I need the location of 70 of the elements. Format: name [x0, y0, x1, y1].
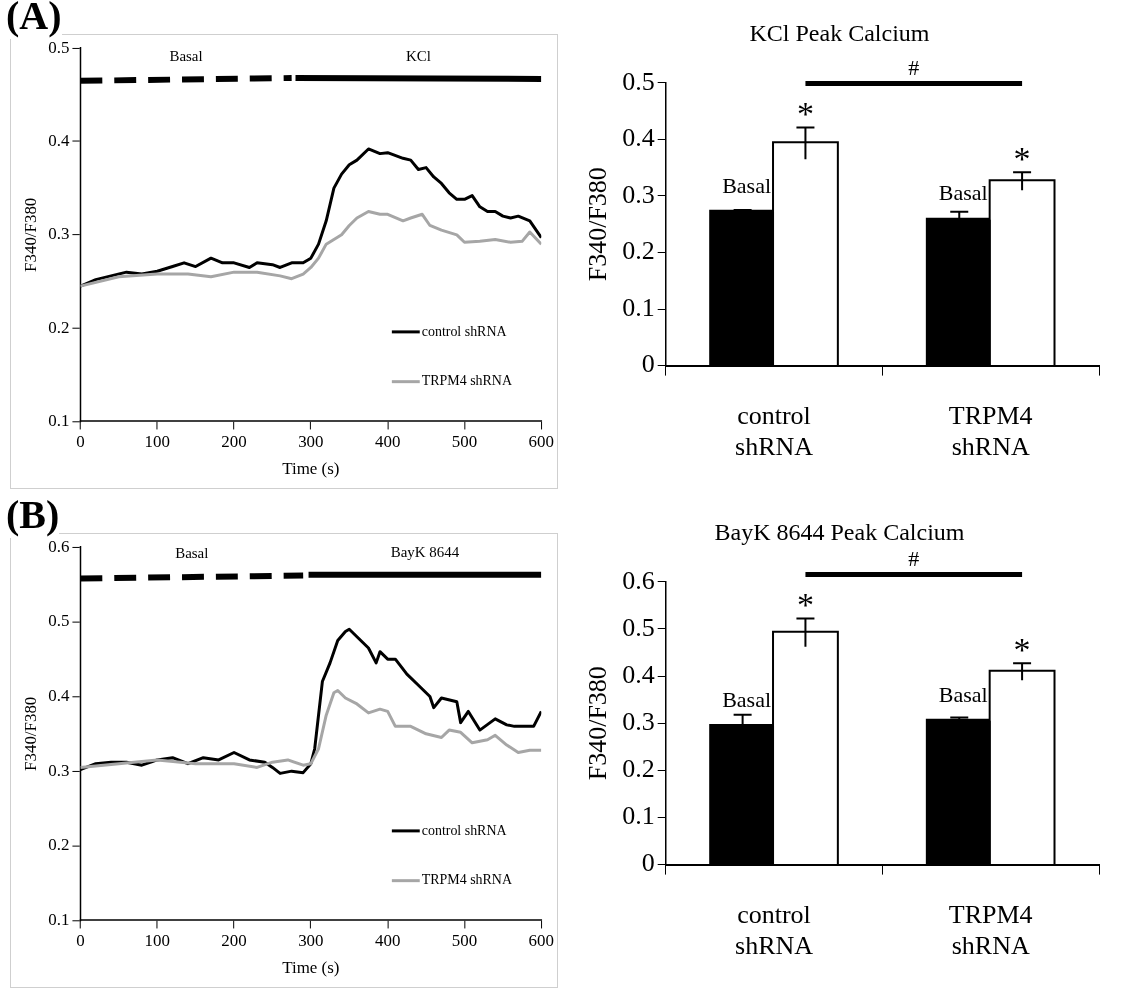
- y-tick-label: 0.4: [622, 659, 655, 689]
- x-axis-title: Time (s): [282, 958, 340, 978]
- x-tick-label: 100: [144, 432, 170, 452]
- chart-title: BayK 8644 Peak Calcium: [714, 518, 965, 545]
- x-tick-label: 400: [374, 432, 401, 452]
- series-label: Basal: [175, 545, 209, 562]
- x-tick-label: 0: [76, 432, 85, 452]
- y-axis-title: F340/F380: [20, 696, 40, 771]
- annotation: *: [796, 586, 814, 624]
- legend-label: TRPM4 shRNA: [421, 872, 513, 888]
- x-tick-label: 200: [221, 931, 247, 951]
- series-label: BayK 8644: [390, 544, 460, 561]
- y-tick-label: 0.5: [48, 611, 70, 631]
- y-tick-label: 0.2: [622, 236, 655, 266]
- y-tick-label: 0.2: [48, 835, 70, 855]
- x-tick-label: TRPM4 shRNA: [948, 401, 1033, 462]
- x-tick-label: 500: [451, 931, 478, 951]
- y-tick-label: 0.1: [48, 909, 70, 929]
- x-axis-title: Time (s): [282, 459, 340, 479]
- x-tick-label: 400: [374, 931, 401, 951]
- y-tick-label: 0.3: [622, 179, 655, 209]
- legend-label: TRPM4 shRNA: [421, 373, 513, 389]
- series-label: Basal: [169, 47, 203, 64]
- x-tick-label: 100: [144, 931, 170, 951]
- x-tick-label: 600: [528, 931, 555, 951]
- x-tick-label: control shRNA: [735, 900, 814, 961]
- y-tick-label: 0.2: [622, 754, 655, 784]
- legend-label: control shRNA: [421, 822, 507, 838]
- text: Basal: [938, 681, 988, 707]
- series-label: Basal: [722, 686, 772, 712]
- y-tick-label: 0: [641, 349, 655, 379]
- y-tick-label: 0.5: [622, 66, 655, 96]
- y-tick-label: 0.4: [48, 130, 70, 150]
- y-tick-label: 0.3: [48, 224, 70, 244]
- series-label: Basal: [722, 172, 772, 198]
- x-tick-label: 0: [76, 931, 85, 951]
- y-axis-title: F340/F380: [583, 666, 613, 781]
- y-axis-title: F340/F380: [583, 167, 613, 282]
- text: #: [908, 55, 920, 81]
- y-tick-label: 0.4: [622, 123, 655, 153]
- x-tick-label: 200: [221, 432, 247, 452]
- y-tick-label: 0.2: [48, 317, 70, 337]
- x-tick-label: 300: [298, 931, 324, 951]
- y-tick-label: 0.1: [48, 410, 70, 430]
- y-tick-label: 0.3: [622, 707, 655, 737]
- y-tick-label: 0.4: [48, 685, 70, 705]
- y-tick-label: 0.6: [622, 565, 655, 595]
- x-tick-label: TRPM4 shRNA: [948, 900, 1033, 961]
- annotation: *: [796, 95, 814, 133]
- x-tick-label: control shRNA: [735, 401, 814, 462]
- y-tick-label: 0.3: [48, 760, 70, 780]
- y-tick-label: 0.5: [622, 612, 655, 642]
- y-tick-label: 0.5: [48, 37, 70, 57]
- text: (A): [6, 0, 62, 39]
- text: (B): [6, 491, 60, 538]
- legend-label: control shRNA: [421, 323, 507, 339]
- y-tick-label: 0.6: [48, 536, 70, 556]
- text: #: [908, 546, 920, 572]
- chart-title: KCl Peak Calcium: [749, 19, 930, 46]
- series-label: KCl: [405, 47, 431, 64]
- x-tick-label: 500: [451, 432, 478, 452]
- text: Basal: [938, 180, 988, 206]
- y-tick-label: 0.1: [622, 801, 655, 831]
- y-axis-title: F340/F380: [20, 197, 40, 272]
- x-tick-label: 300: [298, 432, 324, 452]
- x-tick-label: 600: [528, 432, 555, 452]
- annotation: *: [1013, 140, 1031, 178]
- y-tick-label: 0.1: [622, 292, 655, 322]
- annotation: *: [1013, 631, 1031, 669]
- y-tick-label: 0: [641, 848, 655, 878]
